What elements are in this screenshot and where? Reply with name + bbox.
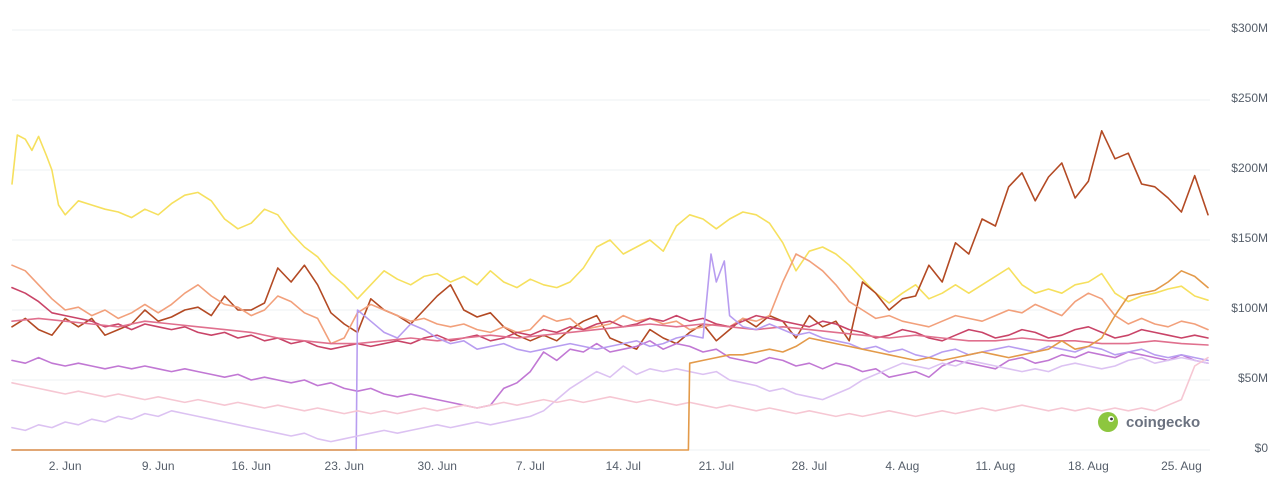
series-line-2[interactable] — [11, 130, 1209, 350]
series-line-3[interactable] — [11, 253, 1209, 345]
series-line-5[interactable] — [11, 317, 1209, 346]
series-line-8[interactable] — [11, 356, 1209, 443]
x-tick-label: 23. Jun — [325, 459, 364, 473]
x-tick-label: 14. Jul — [606, 459, 641, 473]
x-tick-label: 9. Jun — [142, 459, 175, 473]
y-axis-labels: $0 $50M $100M $150M $200M $250M $300M — [1231, 21, 1268, 455]
x-tick-label: 18. Aug — [1068, 459, 1109, 473]
gecko-logo-icon — [1098, 412, 1118, 432]
y-tick-label: $300M — [1231, 21, 1268, 35]
series-line-6[interactable] — [11, 340, 1209, 409]
series-line-10[interactable] — [11, 270, 1209, 451]
x-axis-labels: 2. Jun 9. Jun 16. Jun 23. Jun 30. Jun 7. Jul 1… — [49, 459, 1202, 473]
x-tick-label: 2. Jun — [49, 459, 82, 473]
brand-name: coingecko — [1126, 414, 1200, 431]
y-tick-label: $200M — [1231, 161, 1268, 175]
x-tick-label: 11. Aug — [975, 459, 1015, 473]
coingecko-watermark: coingecko — [1098, 412, 1200, 432]
x-tick-label: 28. Jul — [792, 459, 827, 473]
series-line-7[interactable] — [11, 253, 1209, 451]
series-line-1[interactable] — [11, 134, 1209, 304]
series-line-4[interactable] — [11, 286, 1209, 350]
x-tick-label: 21. Jul — [699, 459, 734, 473]
gecko-pupil — [1110, 417, 1113, 421]
grid-lines — [12, 29, 1210, 451]
y-tick-label: $250M — [1231, 91, 1268, 105]
x-tick-label: 25. Aug — [1161, 459, 1202, 473]
series-lines — [11, 130, 1209, 451]
y-tick-label: $0 — [1255, 441, 1269, 455]
x-tick-label: 30. Jun — [418, 459, 457, 473]
x-tick-label: 4. Aug — [885, 459, 919, 473]
x-tick-label: 16. Jun — [232, 459, 271, 473]
y-tick-label: $150M — [1231, 231, 1268, 245]
y-tick-label: $50M — [1238, 371, 1268, 385]
series-line-9[interactable] — [11, 356, 1209, 418]
x-tick-label: 7. Jul — [516, 459, 545, 473]
y-tick-label: $100M — [1231, 301, 1268, 315]
